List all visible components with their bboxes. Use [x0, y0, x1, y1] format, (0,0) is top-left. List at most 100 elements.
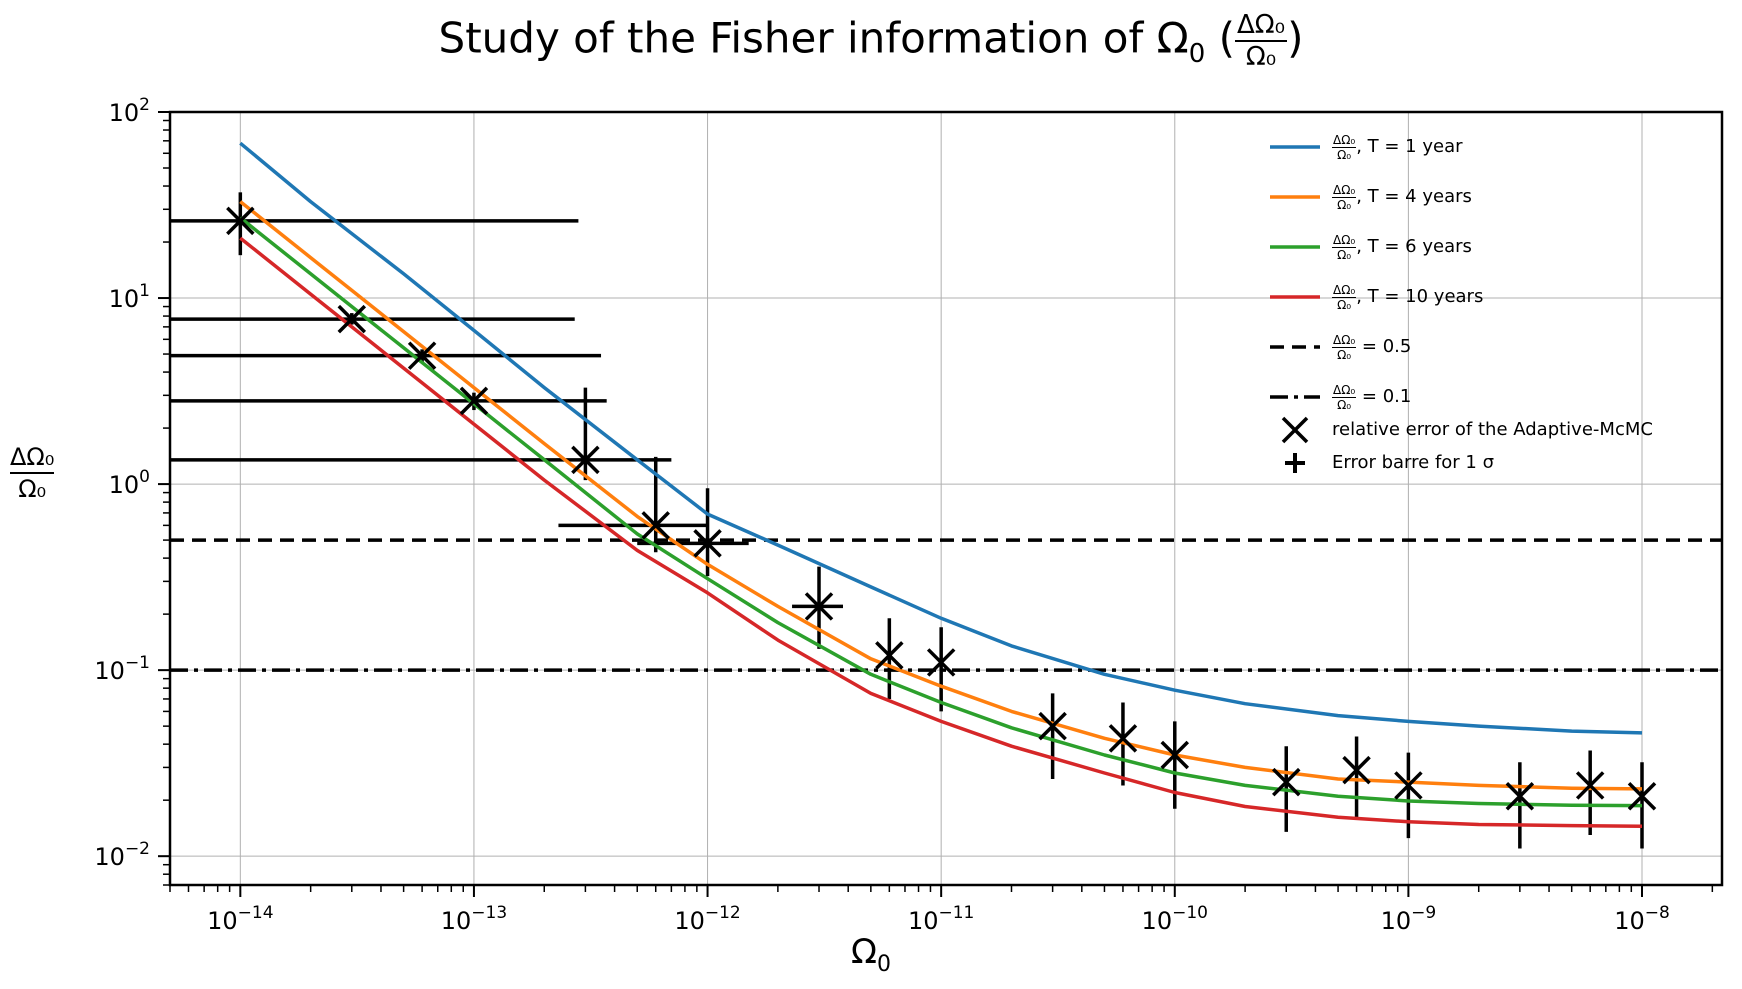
- x-marker-stroke: [804, 592, 834, 621]
- series-line-t-4-years: [239, 200, 1643, 791]
- chart-title-fraction: ΔΩ₀ Ω₀: [1234, 10, 1288, 72]
- legend-frac-den: Ω₀: [1337, 347, 1352, 362]
- x-marker: [693, 529, 722, 558]
- y-tick-label: 100: [109, 467, 150, 499]
- legend-fraction: ΔΩ₀ Ω₀: [1332, 132, 1357, 162]
- x-marker: [804, 592, 834, 621]
- x-marker-stroke: [1272, 767, 1301, 797]
- x-marker: [459, 386, 489, 416]
- y-tick-label: 10−2: [94, 839, 150, 871]
- x-tick-label: 10−9: [1381, 903, 1437, 935]
- x-tick-label: 10−14: [207, 903, 273, 935]
- legend-frac-den: Ω₀: [1337, 397, 1352, 412]
- x-marker-stroke: [1038, 711, 1067, 741]
- x-marker: [1575, 771, 1605, 800]
- x-tick-label: 10−8: [1614, 903, 1670, 935]
- chart-title-frac-den: Ω₀: [1245, 42, 1277, 72]
- legend-label: ΔΩ₀ Ω₀ = 0.1: [1332, 382, 1411, 412]
- legend-frac-num: ΔΩ₀: [1332, 382, 1357, 398]
- series-line-t-10-years: [239, 236, 1643, 828]
- x-marker-stroke: [693, 529, 722, 558]
- legend-frac-num: ΔΩ₀: [1332, 282, 1357, 298]
- legend-fraction: ΔΩ₀ Ω₀: [1332, 332, 1357, 362]
- legend-label: ΔΩ₀ Ω₀, T = 6 years: [1332, 232, 1472, 262]
- x-marker: [226, 206, 255, 236]
- x-tick-label: 10−11: [908, 903, 974, 935]
- plot-frame: [168, 110, 1724, 887]
- x-marker-stroke: [226, 206, 255, 236]
- legend-label: Error barre for 1 σ: [1332, 448, 1494, 478]
- x-marker-stroke: [1575, 771, 1605, 800]
- y-tick-label: 10−1: [94, 653, 150, 685]
- x-marker-stroke: [1342, 755, 1371, 785]
- legend-text: , T = 6 years: [1356, 236, 1472, 257]
- x-marker-stroke: [875, 641, 904, 670]
- x-marker-stroke: [1505, 781, 1535, 811]
- legend-text: = 0.1: [1356, 386, 1412, 407]
- x-marker-stroke: [1627, 781, 1657, 811]
- x-marker: [1038, 711, 1067, 741]
- y-axis-label: ΔΩ₀ Ω₀: [10, 445, 55, 503]
- chart-title-sub: 0: [1188, 38, 1206, 69]
- x-marker: [1108, 724, 1138, 753]
- x-marker: [1342, 755, 1371, 785]
- chart-title-frac-num: ΔΩ₀: [1234, 10, 1288, 42]
- legend-label: ΔΩ₀ Ω₀, T = 10 years: [1332, 282, 1483, 312]
- x-marker: [875, 641, 904, 670]
- x-marker-stroke: [1160, 740, 1190, 770]
- x-marker-stroke: [1108, 724, 1138, 753]
- x-marker-stroke: [459, 386, 489, 416]
- x-marker: [571, 445, 600, 475]
- error-bar: [170, 392, 607, 411]
- x-tick-label: 10−10: [1142, 903, 1208, 935]
- legend-frac-den: Ω₀: [1337, 147, 1352, 162]
- x-marker: [1627, 781, 1657, 811]
- legend-frac-den: Ω₀: [1337, 297, 1352, 312]
- legend-label: ΔΩ₀ Ω₀, T = 4 years: [1332, 182, 1472, 212]
- chart-title: Study of the Fisher information of Ω0 (Δ…: [438, 10, 1304, 72]
- legend-marker-x: [1281, 416, 1309, 444]
- x-marker: [407, 341, 437, 370]
- x-axis-label-main: Ω: [851, 932, 877, 972]
- x-marker-stroke: [571, 445, 600, 475]
- x-marker-stroke: [1394, 771, 1423, 800]
- legend-frac-num: ΔΩ₀: [1332, 332, 1357, 348]
- x-marker-stroke: [641, 511, 670, 540]
- y-axis-label-den: Ω₀: [18, 475, 47, 503]
- x-tick-label: 10−13: [441, 903, 507, 935]
- x-marker: [337, 304, 367, 334]
- legend-label: ΔΩ₀ Ω₀, T = 1 year: [1332, 132, 1463, 162]
- legend-text: , T = 4 years: [1356, 186, 1472, 207]
- legend-frac-num: ΔΩ₀: [1332, 132, 1357, 148]
- x-marker-stroke: [407, 341, 437, 370]
- x-marker-stroke: [926, 648, 956, 677]
- x-tick-label: 10−12: [674, 903, 740, 935]
- legend-text: = 0.5: [1356, 336, 1412, 357]
- legend-frac-num: ΔΩ₀: [1332, 232, 1357, 248]
- legend-frac-den: Ω₀: [1337, 247, 1352, 262]
- x-axis-label: Ω0: [0, 932, 1742, 977]
- legend-fraction: ΔΩ₀ Ω₀: [1332, 232, 1357, 262]
- y-tick-label: 101: [109, 281, 150, 313]
- y-tick-label: 102: [109, 95, 150, 127]
- legend-frac-num: ΔΩ₀: [1332, 182, 1357, 198]
- legend-fraction: ΔΩ₀ Ω₀: [1332, 182, 1357, 212]
- x-marker: [1160, 740, 1190, 770]
- x-marker: [926, 648, 956, 677]
- x-marker: [1394, 771, 1423, 800]
- legend-fraction: ΔΩ₀ Ω₀: [1332, 382, 1357, 412]
- error-bar: [170, 349, 602, 363]
- legend-frac-den: Ω₀: [1337, 197, 1352, 212]
- legend-label: ΔΩ₀ Ω₀ = 0.5: [1332, 332, 1411, 362]
- series-line-t-1-year: [239, 141, 1643, 735]
- x-marker: [1505, 781, 1535, 811]
- x-marker: [641, 511, 670, 540]
- legend-text: Error barre for 1 σ: [1332, 452, 1494, 473]
- legend-fraction: ΔΩ₀ Ω₀: [1332, 282, 1357, 312]
- error-bar: [637, 488, 749, 577]
- legend-text: , T = 10 years: [1356, 286, 1484, 307]
- y-axis-label-num: ΔΩ₀: [10, 445, 55, 474]
- x-marker-stroke: [337, 304, 367, 334]
- legend-text: , T = 1 year: [1356, 136, 1463, 157]
